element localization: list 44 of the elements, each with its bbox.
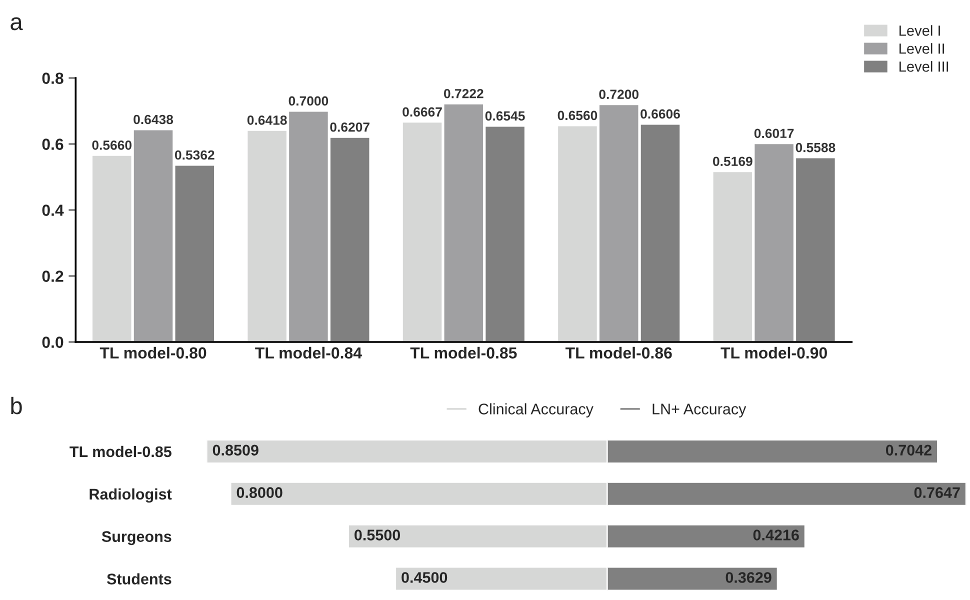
data-label: 0.8000 (236, 487, 282, 498)
data-label: 0.6606 (640, 109, 680, 119)
data-label: 0.7200 (599, 90, 638, 100)
x-tick-label: TL model-0.85 (410, 346, 517, 359)
legend-label: LN+ Accuracy (652, 404, 746, 418)
y-tick-label: 0.0 (42, 336, 64, 348)
text: b (11, 396, 22, 414)
legend-label: Level I (900, 25, 940, 36)
data-label: 0.7222 (444, 88, 484, 98)
data-label: 0.6545 (485, 111, 525, 121)
data-label: 0.5660 (92, 140, 132, 150)
data-label: 0.4216 (753, 530, 799, 540)
legend-label: Level III (900, 61, 948, 72)
legend-label: Clinical Accuracy (478, 403, 594, 418)
data-label: 0.5500 (354, 530, 400, 540)
data-label: 0.5588 (796, 142, 836, 152)
data-label: 0.6418 (247, 115, 287, 125)
y-tick-label: 0.4 (42, 204, 64, 216)
data-label: 0.7042 (886, 444, 932, 456)
text: a (10, 17, 23, 30)
data-label: 0.5362 (174, 150, 214, 160)
data-label: 0.3629 (726, 572, 772, 583)
data-label: 0.6438 (134, 114, 174, 124)
x-tick-label: TL model-0.84 (255, 346, 362, 359)
data-label: 0.6017 (754, 128, 794, 138)
legend-label: Level II (900, 43, 944, 54)
data-label: 0.7000 (288, 96, 328, 106)
x-tick-label: TL model-0.80 (100, 346, 206, 359)
data-label: 0.7647 (914, 487, 960, 498)
y-tick-label: Radiologist (90, 488, 172, 503)
y-tick-label: TL model-0.85 (70, 446, 172, 458)
y-tick-label: 0.8 (42, 72, 64, 84)
data-label: 0.6560 (558, 110, 598, 120)
y-tick-label: Surgeons (102, 531, 172, 546)
y-tick-label: 0.2 (42, 270, 64, 282)
data-label: 0.6207 (330, 122, 370, 132)
x-tick-label: TL model-0.86 (565, 346, 672, 359)
data-label: 0.8509 (212, 444, 258, 456)
data-label: 0.4500 (402, 572, 448, 583)
y-tick-label: 0.6 (42, 138, 64, 150)
y-tick-label: Students (106, 573, 172, 584)
x-tick-label: TL model-0.90 (720, 346, 827, 359)
data-label: 0.5169 (713, 156, 752, 166)
data-label: 0.6667 (402, 107, 442, 117)
